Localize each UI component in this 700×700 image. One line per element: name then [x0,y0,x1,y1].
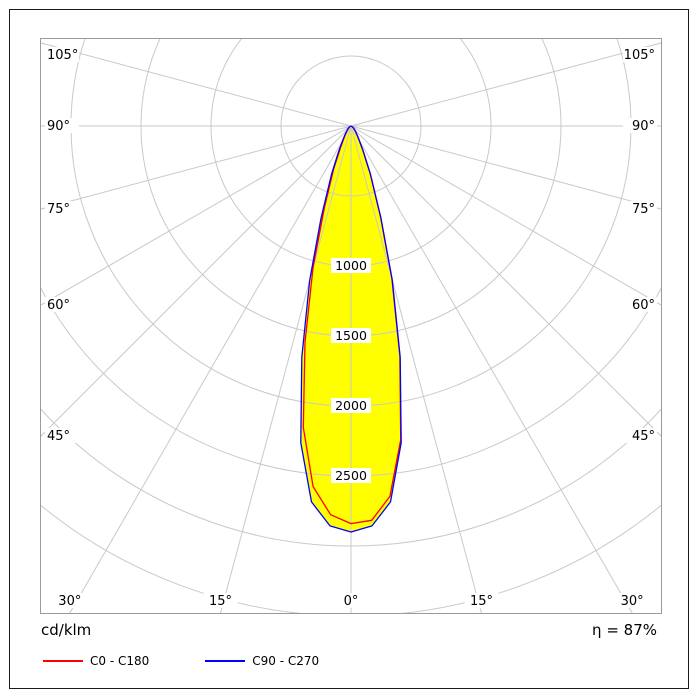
svg-text:1000: 1000 [335,258,367,273]
svg-text:45°: 45° [632,429,655,444]
svg-text:2500: 2500 [335,468,367,483]
legend-label-c0-c180: C0 - C180 [90,654,150,668]
svg-text:15°: 15° [209,594,232,609]
svg-text:75°: 75° [47,202,70,217]
legend-line-c0-c180-icon [43,660,83,662]
svg-text:1500: 1500 [335,328,367,343]
svg-text:105°: 105° [624,48,655,63]
svg-text:90°: 90° [47,119,70,134]
svg-text:75°: 75° [632,202,655,217]
svg-text:60°: 60° [632,298,655,313]
svg-text:2000: 2000 [335,398,367,413]
svg-text:105°: 105° [47,48,78,63]
svg-text:30°: 30° [621,594,644,609]
svg-text:60°: 60° [47,298,70,313]
diagram-border: 1000 1500 2000 2500 0° 15° 15° 30° 30° 45° 45° 60° 6… [9,9,689,689]
unit-label: cd/klm [41,621,92,639]
efficiency-label: η = 87% [592,621,657,639]
svg-text:0°: 0° [344,594,359,609]
svg-text:90°: 90° [632,119,655,134]
svg-text:30°: 30° [58,594,81,609]
svg-text:15°: 15° [470,594,493,609]
legend-label-c90-c270: C90 - C270 [252,654,320,668]
legend-line-c90-c270-icon [205,660,246,662]
svg-text:45°: 45° [47,429,70,444]
polar-intensity-chart: 1000 1500 2000 2500 0° 15° 15° 30° 30° 45° 45° 60° 6… [40,38,662,614]
legend: C0 - C180 C90 - C270 [43,654,319,668]
